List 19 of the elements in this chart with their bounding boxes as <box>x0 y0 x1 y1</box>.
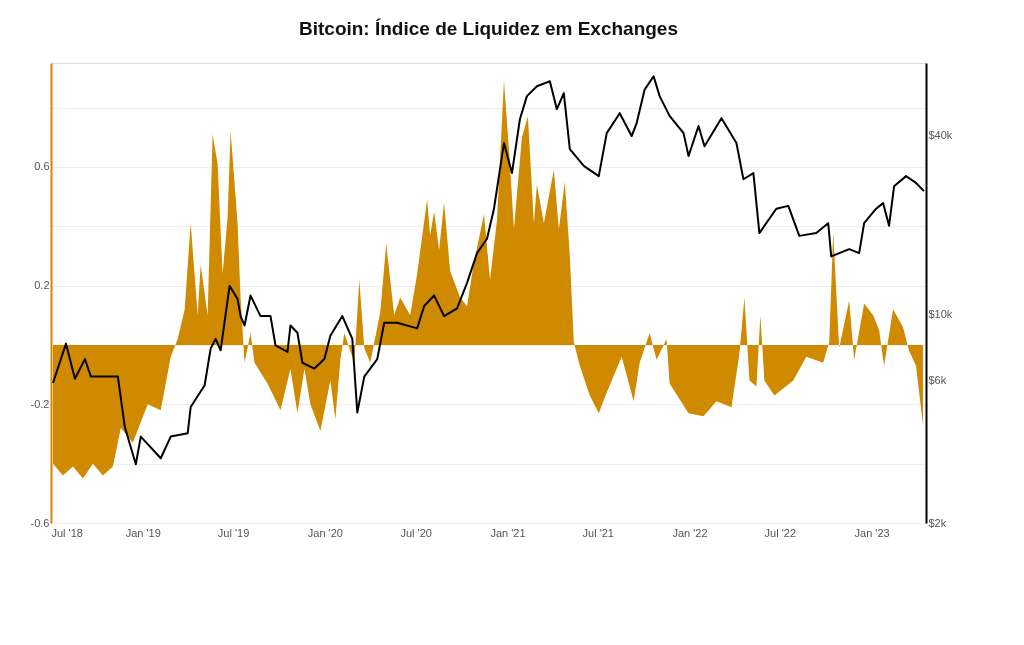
x-tick-label: Jul '20 <box>400 526 432 539</box>
y2-tick-label: $10k <box>928 308 953 321</box>
x-tick-label: Jul '18 <box>51 526 83 539</box>
x-tick-label: Jul '21 <box>582 526 614 539</box>
y-tick-label: -0.6 <box>30 516 50 529</box>
y2-tick-label: $6k <box>928 374 947 387</box>
x-tick-label: Jul '19 <box>217 526 250 539</box>
x-tick-label: Jan '20 <box>307 526 343 539</box>
y-tick-label: -0.2 <box>30 397 50 410</box>
y2-tick-label: $40k <box>928 128 953 141</box>
x-tick-label: Jan '22 <box>672 526 708 539</box>
x-tick-label: Jan '21 <box>490 526 526 539</box>
y2-tick-label: $2k <box>928 516 947 529</box>
x-tick-label: Jan '19 <box>125 526 161 539</box>
x-tick-label: Jan '23 <box>854 526 890 539</box>
y-tick-label: 0.6 <box>34 160 50 173</box>
x-tick-label: Jul '22 <box>764 526 797 539</box>
y-tick-label: 0.2 <box>34 279 50 292</box>
chart-title: Bitcoin: Índice de Liquidez em Exchanges <box>298 18 679 39</box>
